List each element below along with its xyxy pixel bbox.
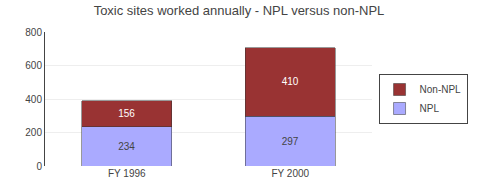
svg-text:400: 400 — [25, 94, 42, 105]
svg-text:FY 1996: FY 1996 — [108, 168, 146, 179]
svg-text:Toxic sites worked annually -: Toxic sites worked annually - NPL versus… — [94, 3, 385, 18]
svg-text:FY 2000: FY 2000 — [271, 168, 309, 179]
svg-text:297: 297 — [282, 136, 299, 147]
svg-text:600: 600 — [25, 60, 42, 71]
svg-text:410: 410 — [282, 76, 299, 87]
svg-text:234: 234 — [118, 141, 135, 152]
svg-text:200: 200 — [25, 127, 42, 138]
svg-text:0: 0 — [36, 161, 42, 172]
svg-text:156: 156 — [118, 108, 135, 119]
svg-text:NPL: NPL — [420, 103, 440, 114]
svg-text:800: 800 — [25, 27, 42, 38]
svg-text:Non-NPL: Non-NPL — [420, 84, 462, 95]
